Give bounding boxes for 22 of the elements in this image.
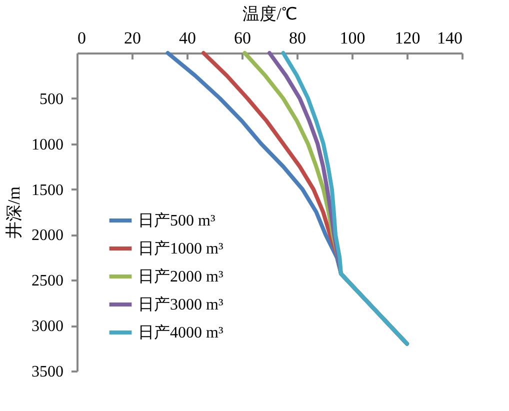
x-tick-label: 60 <box>234 28 251 48</box>
x-tick-label: 0 <box>78 28 86 48</box>
y-axis-title: 井深/m <box>4 186 24 238</box>
x-tick-label: 140 <box>437 28 462 48</box>
x-tick-label: 100 <box>340 28 366 48</box>
y-tick-label: 500 <box>40 90 64 108</box>
x-tick-label: 20 <box>124 28 141 48</box>
legend-label: 日产4000 m³ <box>138 324 224 342</box>
x-tick-label: 80 <box>289 28 306 48</box>
y-tick-label: 1500 <box>32 182 64 199</box>
legend-label: 日产1000 m³ <box>138 240 224 258</box>
y-tick-label: 3000 <box>32 318 64 336</box>
legend-label: 日产3000 m³ <box>138 296 224 314</box>
x-tick-label: 120 <box>394 28 420 48</box>
legend-label: 日产2000 m³ <box>138 268 224 286</box>
y-tick-label: 2000 <box>32 227 64 244</box>
y-tick-label: 3500 <box>32 364 64 380</box>
legend-label: 日产500 m³ <box>138 212 216 230</box>
x-axis-title: 温度/℃ <box>242 4 298 24</box>
x-tick-label: 40 <box>179 28 196 48</box>
y-tick-label: 2500 <box>32 272 64 290</box>
y-tick-label: 1000 <box>32 136 64 154</box>
